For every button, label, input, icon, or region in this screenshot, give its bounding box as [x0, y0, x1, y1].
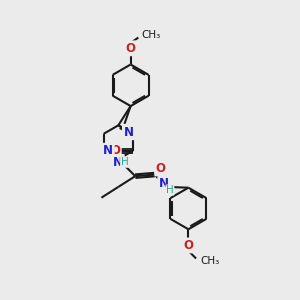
- Text: N: N: [123, 126, 134, 139]
- Text: H: H: [166, 185, 174, 195]
- Text: O: O: [126, 42, 136, 55]
- Text: O: O: [156, 162, 166, 175]
- Text: N: N: [113, 156, 123, 169]
- Text: N: N: [103, 144, 113, 157]
- Text: O: O: [110, 144, 120, 157]
- Text: N: N: [159, 177, 169, 190]
- Text: CH₃: CH₃: [141, 30, 161, 40]
- Text: O: O: [183, 239, 194, 252]
- Text: CH₃: CH₃: [201, 256, 220, 266]
- Text: H: H: [121, 157, 128, 167]
